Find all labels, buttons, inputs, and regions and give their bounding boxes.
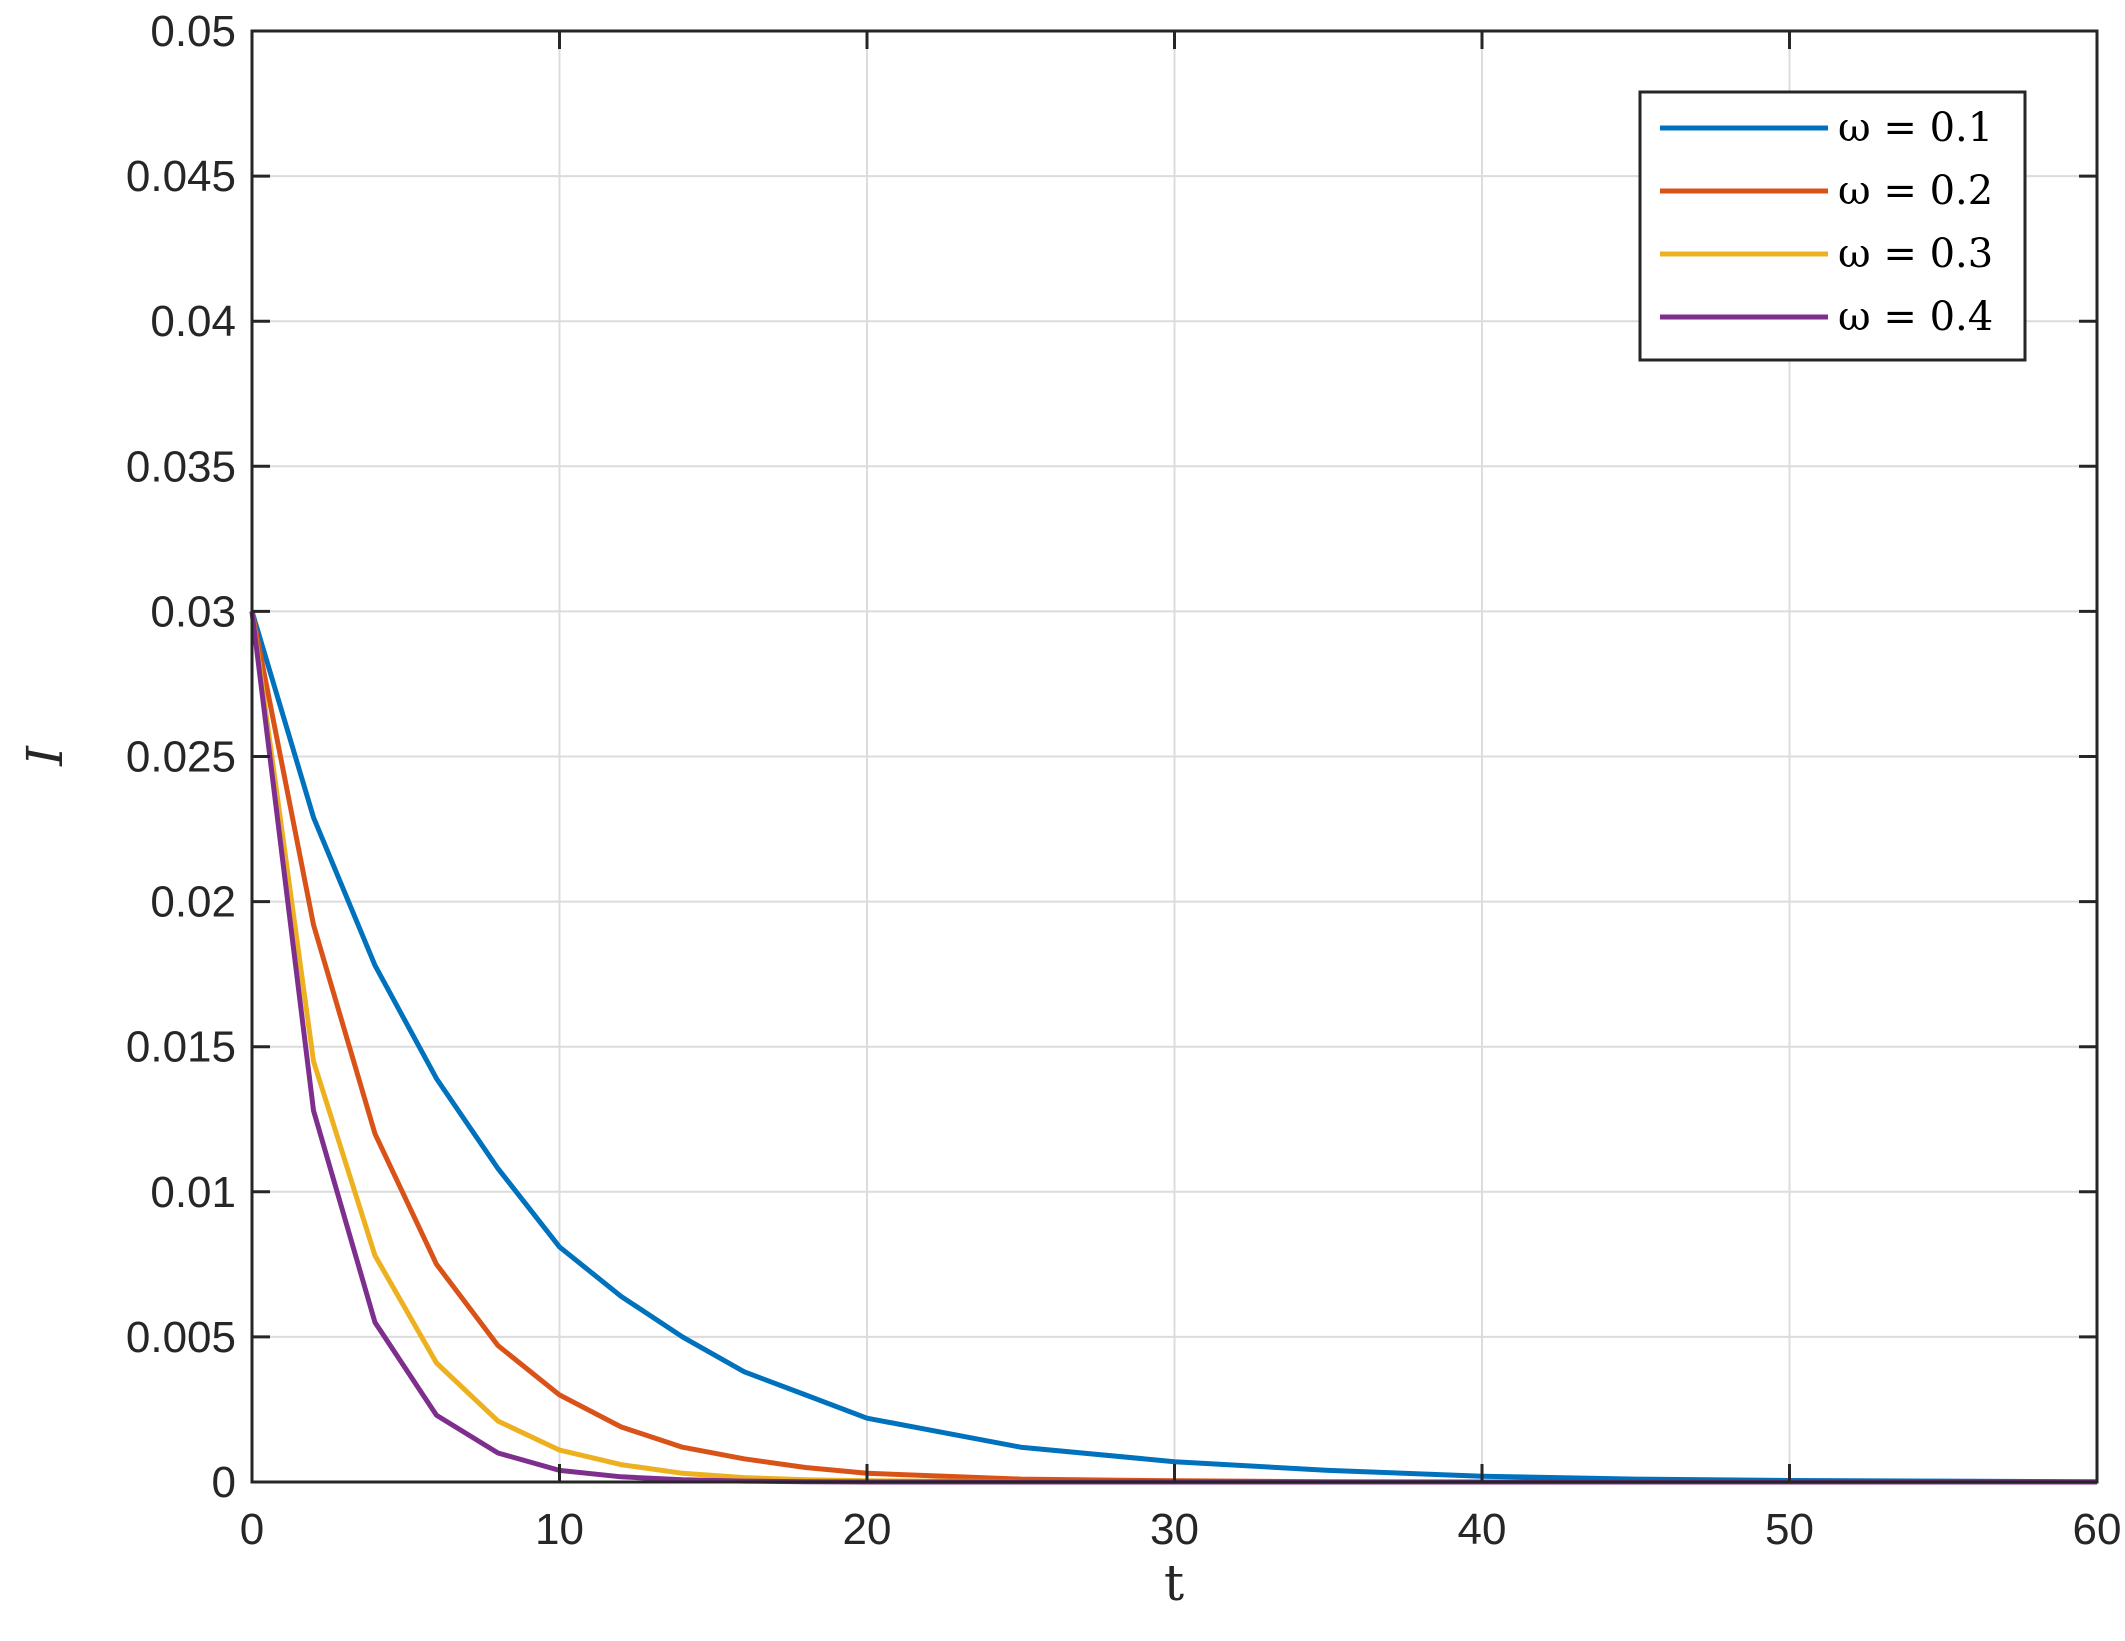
legend-label-2: ω = 0.2 bbox=[1838, 168, 1993, 214]
y-tick-label: 0.05 bbox=[150, 7, 236, 56]
axis-ticks bbox=[250, 29, 2099, 1484]
y-tick-label: 0.035 bbox=[126, 442, 236, 491]
x-axis-label: t bbox=[1164, 1554, 1184, 1612]
x-tick-label: 60 bbox=[2073, 1505, 2122, 1554]
legend-entries: ω = 0.1 ω = 0.2 ω = 0.3 ω = 0.4 bbox=[1660, 105, 1993, 340]
y-tick-labels: 0 0.005 0.01 0.015 0.02 0.025 0.03 0.035 0.04 0.0… bbox=[126, 7, 236, 1507]
x-tick-label: 40 bbox=[1458, 1505, 1507, 1554]
y-tick-label: 0.01 bbox=[150, 1168, 236, 1217]
legend: ω = 0.1 ω = 0.2 ω = 0.3 ω = 0.4 bbox=[1638, 90, 2027, 362]
x-tick-label: 20 bbox=[843, 1505, 892, 1554]
x-tick-label: 10 bbox=[535, 1505, 584, 1554]
x-tick-label: 0 bbox=[240, 1505, 264, 1554]
y-tick-label: 0.025 bbox=[126, 733, 236, 782]
y-tick-label: 0.045 bbox=[126, 152, 236, 201]
y-tick-label: 0.015 bbox=[126, 1023, 236, 1072]
y-tick-label: 0.005 bbox=[126, 1313, 236, 1362]
legend-label-4: ω = 0.4 bbox=[1838, 294, 1993, 340]
y-tick-label: 0 bbox=[212, 1458, 236, 1507]
legend-label-3: ω = 0.3 bbox=[1838, 231, 1993, 277]
x-tick-labels: 0 10 20 30 40 50 60 bbox=[240, 1505, 2122, 1554]
x-tick-label: 30 bbox=[1150, 1505, 1199, 1554]
y-tick-label: 0.04 bbox=[150, 297, 236, 346]
series-line-1 bbox=[249, 610, 2098, 1485]
y-axis-label: I bbox=[16, 745, 74, 767]
x-tick-label: 50 bbox=[1765, 1505, 1814, 1554]
legend-label-1: ω = 0.1 bbox=[1838, 105, 1993, 151]
y-tick-label: 0.03 bbox=[150, 587, 236, 636]
y-tick-label: 0.02 bbox=[150, 878, 236, 927]
